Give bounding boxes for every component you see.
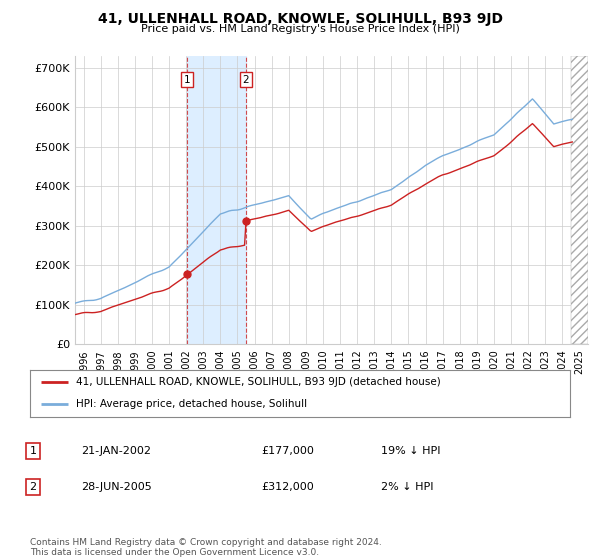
Bar	[571, 56, 588, 344]
Text: 21-JAN-2002: 21-JAN-2002	[81, 446, 151, 456]
Text: £312,000: £312,000	[261, 482, 314, 492]
Text: 41, ULLENHALL ROAD, KNOWLE, SOLIHULL, B93 9JD (detached house): 41, ULLENHALL ROAD, KNOWLE, SOLIHULL, B9…	[76, 377, 440, 388]
Text: 2% ↓ HPI: 2% ↓ HPI	[381, 482, 433, 492]
Text: 2: 2	[242, 74, 249, 85]
Text: 1: 1	[29, 446, 37, 456]
Bar	[571, 56, 588, 344]
Text: £177,000: £177,000	[261, 446, 314, 456]
Bar	[187, 56, 246, 344]
Text: HPI: Average price, detached house, Solihull: HPI: Average price, detached house, Soli…	[76, 399, 307, 409]
Text: Contains HM Land Registry data © Crown copyright and database right 2024.
This d: Contains HM Land Registry data © Crown c…	[30, 538, 382, 557]
Text: 19% ↓ HPI: 19% ↓ HPI	[381, 446, 440, 456]
Text: 1: 1	[184, 74, 190, 85]
Text: 28-JUN-2005: 28-JUN-2005	[81, 482, 152, 492]
Text: Price paid vs. HM Land Registry's House Price Index (HPI): Price paid vs. HM Land Registry's House …	[140, 24, 460, 34]
Text: 41, ULLENHALL ROAD, KNOWLE, SOLIHULL, B93 9JD: 41, ULLENHALL ROAD, KNOWLE, SOLIHULL, B9…	[97, 12, 503, 26]
Text: 2: 2	[29, 482, 37, 492]
